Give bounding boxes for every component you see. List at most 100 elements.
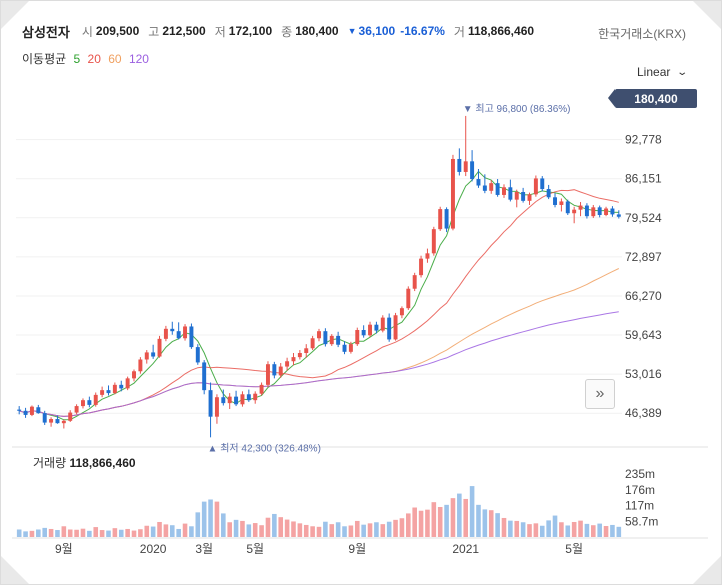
- volume-bar: [565, 525, 571, 537]
- candle-body: [61, 420, 66, 424]
- x-tick-label: 9월: [348, 542, 366, 556]
- volume-bar: [533, 523, 539, 537]
- x-tick-label: 5월: [565, 542, 583, 556]
- volume-bar: [106, 530, 111, 537]
- candle-body: [93, 394, 98, 405]
- ma-line-120: [19, 311, 619, 417]
- volume-bar: [501, 517, 507, 537]
- volume-bar: [252, 523, 258, 537]
- change-value: 36,100: [358, 24, 396, 38]
- candle-body: [489, 183, 494, 191]
- candle-body: [604, 208, 609, 215]
- volume-panel-header: 거래량 118,866,460: [33, 454, 136, 471]
- volume-bar: [36, 529, 41, 537]
- volume-bar: [227, 522, 232, 537]
- candle-body: [431, 229, 436, 254]
- candle-body: [112, 384, 117, 394]
- volume-bar: [131, 530, 137, 537]
- candle-body: [502, 187, 506, 195]
- close-value: 180,400: [295, 24, 339, 38]
- volume-bar: [342, 526, 347, 537]
- candle-body: [546, 189, 551, 198]
- candle-body: [610, 208, 615, 215]
- volume-bar: [16, 529, 22, 537]
- low-label: 저: [214, 24, 226, 39]
- volume-bar: [546, 520, 551, 537]
- candle-body: [87, 400, 92, 405]
- moving-average-legend[interactable]: 이동평균 5 20 60 120: [22, 50, 153, 67]
- ma-5: 5: [73, 52, 81, 66]
- scroll-to-latest-button[interactable]: »: [585, 379, 615, 409]
- volume-bar: [195, 512, 201, 537]
- volume-bar: [278, 517, 284, 537]
- volume-bar: [150, 526, 156, 537]
- x-tick-label: 9월: [55, 542, 73, 556]
- ma-legend-label: 이동평균: [22, 52, 67, 66]
- candle-body: [42, 413, 47, 423]
- volume-bar: [476, 504, 481, 537]
- volume-bar: [418, 510, 424, 537]
- volume-bar: [259, 525, 264, 537]
- y-tick-label: 72,897: [625, 250, 662, 264]
- candle-body: [323, 331, 328, 345]
- candle-body: [304, 348, 309, 353]
- volume-bar: [354, 520, 360, 537]
- candle-body: [419, 258, 424, 276]
- candle-body: [527, 194, 532, 201]
- volume-bar: [444, 504, 449, 537]
- volume-bar: [221, 513, 226, 537]
- candle-body: [125, 378, 130, 389]
- corner-decoration: [1, 556, 29, 584]
- volume-bar: [386, 521, 392, 537]
- ma-line-5: [19, 170, 619, 421]
- candle-body: [253, 393, 258, 401]
- candle-body: [227, 396, 232, 404]
- candle-body: [176, 331, 181, 339]
- change-percent: -16.67%: [400, 24, 445, 38]
- volume-bar: [112, 528, 118, 537]
- candle-body: [81, 400, 85, 407]
- candle-body: [565, 201, 570, 214]
- volume-bar: [303, 524, 309, 537]
- chevron-down-icon: ⌄: [676, 66, 689, 78]
- volume-bar: [80, 528, 86, 537]
- candle-body: [406, 288, 411, 309]
- y-tick-label: 79,524: [625, 211, 662, 225]
- high-label: 고: [148, 24, 160, 39]
- volume-bar: [367, 523, 373, 537]
- volume-bar: [272, 513, 277, 537]
- close-label: 종: [281, 24, 293, 39]
- candle-body: [189, 326, 194, 348]
- ma-line-60: [19, 268, 620, 417]
- candle-body: [214, 397, 219, 417]
- volume-bar: [74, 529, 79, 537]
- candle-body: [265, 364, 270, 385]
- y-tick-label: 53,016: [625, 367, 662, 381]
- volume-bar: [157, 521, 162, 537]
- y-tick-label: 66,270: [625, 289, 662, 303]
- volume-panel-value: 118,866,460: [69, 456, 136, 470]
- candle-body: [387, 317, 392, 340]
- candle-body: [119, 384, 124, 389]
- volume-bar: [520, 522, 526, 537]
- candle-body: [68, 412, 73, 421]
- ma-20: 20: [87, 52, 101, 66]
- candle-body: [482, 185, 487, 191]
- candle-body: [17, 409, 22, 411]
- scale-mode-dropdown[interactable]: Linear ⌄: [637, 65, 689, 79]
- candle-body: [202, 362, 207, 391]
- corner-decoration: [1, 1, 29, 29]
- min-price-annotation: ▲ 최저 42,300 (326.48%): [208, 442, 321, 454]
- candle-body: [508, 187, 513, 200]
- volume-bar: [361, 524, 366, 537]
- y-tick-label: 59,643: [625, 328, 662, 342]
- volume-bar: [169, 525, 175, 537]
- volume-tick-label: 235m: [625, 467, 655, 481]
- candle-body: [521, 192, 526, 201]
- down-triangle-icon: ▼: [347, 26, 357, 36]
- volume-bar: [265, 517, 271, 537]
- candle-body: [259, 384, 264, 394]
- candle-body: [317, 331, 321, 339]
